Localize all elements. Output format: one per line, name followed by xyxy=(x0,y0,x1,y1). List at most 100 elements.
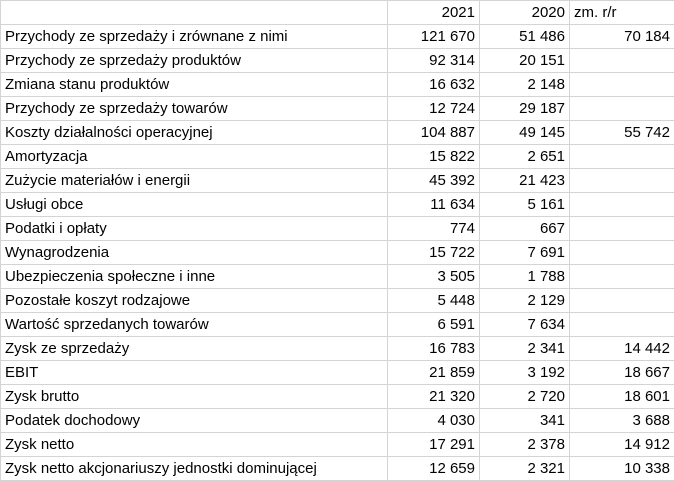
value-2020-cell[interactable]: 49 145 xyxy=(479,120,570,145)
value-2020-cell[interactable]: 3 192 xyxy=(479,360,570,385)
header-2021-cell[interactable]: 2021 xyxy=(387,0,480,25)
row-label-cell[interactable]: Zysk netto akcjonariuszy jednostki domin… xyxy=(0,456,388,481)
value-2021-cell[interactable]: 5 448 xyxy=(387,288,480,313)
table-row: Zysk ze sprzedaży 16 783 2 341 14 442 xyxy=(0,336,674,361)
row-label-cell[interactable]: Zysk ze sprzedaży xyxy=(0,336,388,361)
row-label-cell[interactable]: Przychody ze sprzedaży towarów xyxy=(0,96,388,121)
value-2021-cell[interactable]: 774 xyxy=(387,216,480,241)
value-2021-cell[interactable]: 12 659 xyxy=(387,456,480,481)
change-cell[interactable]: 70 184 xyxy=(569,24,674,49)
value-2020-cell[interactable]: 2 148 xyxy=(479,72,570,97)
change-cell[interactable] xyxy=(569,192,674,217)
header-row: 2021 2020 zm. r/r xyxy=(0,0,674,25)
table-row: Przychody ze sprzedaży produktów 92 314 … xyxy=(0,48,674,73)
value-2021-cell[interactable]: 17 291 xyxy=(387,432,480,457)
value-2021-cell[interactable]: 21 859 xyxy=(387,360,480,385)
change-cell[interactable]: 3 688 xyxy=(569,408,674,433)
value-2020-cell[interactable]: 2 321 xyxy=(479,456,570,481)
row-label-cell[interactable]: Zysk netto xyxy=(0,432,388,457)
table-row: Zmiana stanu produktów 16 632 2 148 xyxy=(0,72,674,97)
table-row: Koszty działalności operacyjnej 104 887 … xyxy=(0,120,674,145)
value-2021-cell[interactable]: 45 392 xyxy=(387,168,480,193)
change-cell[interactable]: 18 667 xyxy=(569,360,674,385)
row-label-cell[interactable]: EBIT xyxy=(0,360,388,385)
header-label-cell[interactable] xyxy=(0,0,388,25)
change-cell[interactable]: 10 338 xyxy=(569,456,674,481)
table-row: Podatek dochodowy 4 030 341 3 688 xyxy=(0,408,674,433)
value-2020-cell[interactable]: 2 651 xyxy=(479,144,570,169)
change-cell[interactable] xyxy=(569,216,674,241)
value-2020-cell[interactable]: 5 161 xyxy=(479,192,570,217)
table-row: Ubezpieczenia społeczne i inne 3 505 1 7… xyxy=(0,264,674,289)
change-cell[interactable]: 55 742 xyxy=(569,120,674,145)
value-2020-cell[interactable]: 667 xyxy=(479,216,570,241)
row-label-cell[interactable]: Przychody ze sprzedaży i zrównane z nimi xyxy=(0,24,388,49)
row-label-cell[interactable]: Przychody ze sprzedaży produktów xyxy=(0,48,388,73)
value-2020-cell[interactable]: 29 187 xyxy=(479,96,570,121)
table-row: Usługi obce 11 634 5 161 xyxy=(0,192,674,217)
change-cell[interactable] xyxy=(569,288,674,313)
table-row: Podatki i opłaty 774 667 xyxy=(0,216,674,241)
value-2020-cell[interactable]: 51 486 xyxy=(479,24,570,49)
row-label-cell[interactable]: Podatki i opłaty xyxy=(0,216,388,241)
table-row: Pozostałe koszyt rodzajowe 5 448 2 129 xyxy=(0,288,674,313)
header-2020-cell[interactable]: 2020 xyxy=(479,0,570,25)
row-label-cell[interactable]: Pozostałe koszyt rodzajowe xyxy=(0,288,388,313)
table-row: Przychody ze sprzedaży i zrównane z nimi… xyxy=(0,24,674,49)
value-2020-cell[interactable]: 2 129 xyxy=(479,288,570,313)
change-cell[interactable] xyxy=(569,72,674,97)
value-2021-cell[interactable]: 16 783 xyxy=(387,336,480,361)
value-2021-cell[interactable]: 16 632 xyxy=(387,72,480,97)
change-cell[interactable] xyxy=(569,144,674,169)
value-2020-cell[interactable]: 2 378 xyxy=(479,432,570,457)
row-label-cell[interactable]: Amortyzacja xyxy=(0,144,388,169)
value-2021-cell[interactable]: 3 505 xyxy=(387,264,480,289)
value-2021-cell[interactable]: 104 887 xyxy=(387,120,480,145)
value-2020-cell[interactable]: 2 720 xyxy=(479,384,570,409)
change-cell[interactable] xyxy=(569,168,674,193)
change-cell[interactable]: 14 442 xyxy=(569,336,674,361)
row-label-cell[interactable]: Wynagrodzenia xyxy=(0,240,388,265)
value-2021-cell[interactable]: 15 722 xyxy=(387,240,480,265)
row-label-cell[interactable]: Ubezpieczenia społeczne i inne xyxy=(0,264,388,289)
change-cell[interactable] xyxy=(569,240,674,265)
row-label-cell[interactable]: Zmiana stanu produktów xyxy=(0,72,388,97)
value-2020-cell[interactable]: 20 151 xyxy=(479,48,570,73)
table-row: Zysk brutto 21 320 2 720 18 601 xyxy=(0,384,674,409)
header-change-cell[interactable]: zm. r/r xyxy=(569,0,674,25)
change-cell[interactable]: 14 912 xyxy=(569,432,674,457)
row-label-cell[interactable]: Koszty działalności operacyjnej xyxy=(0,120,388,145)
row-label-cell[interactable]: Podatek dochodowy xyxy=(0,408,388,433)
table-row: EBIT 21 859 3 192 18 667 xyxy=(0,360,674,385)
row-label-cell[interactable]: Zużycie materiałów i energii xyxy=(0,168,388,193)
table-row: Wynagrodzenia 15 722 7 691 xyxy=(0,240,674,265)
value-2021-cell[interactable]: 6 591 xyxy=(387,312,480,337)
value-2020-cell[interactable]: 7 691 xyxy=(479,240,570,265)
value-2020-cell[interactable]: 2 341 xyxy=(479,336,570,361)
change-cell[interactable] xyxy=(569,96,674,121)
table-row: Amortyzacja 15 822 2 651 xyxy=(0,144,674,169)
change-cell[interactable] xyxy=(569,264,674,289)
change-cell[interactable]: 18 601 xyxy=(569,384,674,409)
value-2021-cell[interactable]: 4 030 xyxy=(387,408,480,433)
value-2021-cell[interactable]: 12 724 xyxy=(387,96,480,121)
value-2020-cell[interactable]: 7 634 xyxy=(479,312,570,337)
table-row: Zużycie materiałów i energii 45 392 21 4… xyxy=(0,168,674,193)
value-2021-cell[interactable]: 11 634 xyxy=(387,192,480,217)
change-cell[interactable] xyxy=(569,312,674,337)
value-2020-cell[interactable]: 21 423 xyxy=(479,168,570,193)
value-2021-cell[interactable]: 92 314 xyxy=(387,48,480,73)
table-row: Przychody ze sprzedaży towarów 12 724 29… xyxy=(0,96,674,121)
value-2021-cell[interactable]: 121 670 xyxy=(387,24,480,49)
value-2021-cell[interactable]: 15 822 xyxy=(387,144,480,169)
value-2021-cell[interactable]: 21 320 xyxy=(387,384,480,409)
value-2020-cell[interactable]: 341 xyxy=(479,408,570,433)
table-row: Zysk netto akcjonariuszy jednostki domin… xyxy=(0,456,674,481)
change-cell[interactable] xyxy=(569,48,674,73)
row-label-cell[interactable]: Usługi obce xyxy=(0,192,388,217)
value-2020-cell[interactable]: 1 788 xyxy=(479,264,570,289)
table-row: Zysk netto 17 291 2 378 14 912 xyxy=(0,432,674,457)
row-label-cell[interactable]: Zysk brutto xyxy=(0,384,388,409)
row-label-cell[interactable]: Wartość sprzedanych towarów xyxy=(0,312,388,337)
